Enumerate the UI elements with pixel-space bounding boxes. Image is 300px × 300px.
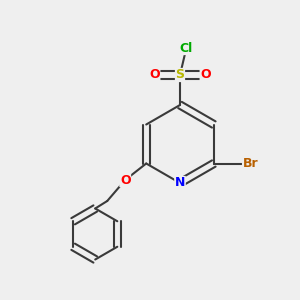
Text: O: O [149, 68, 160, 82]
Text: Br: Br [243, 157, 258, 170]
Text: N: N [175, 176, 185, 190]
Text: Cl: Cl [179, 41, 193, 55]
Text: O: O [200, 68, 211, 82]
Text: O: O [120, 173, 130, 187]
Text: S: S [176, 68, 184, 82]
